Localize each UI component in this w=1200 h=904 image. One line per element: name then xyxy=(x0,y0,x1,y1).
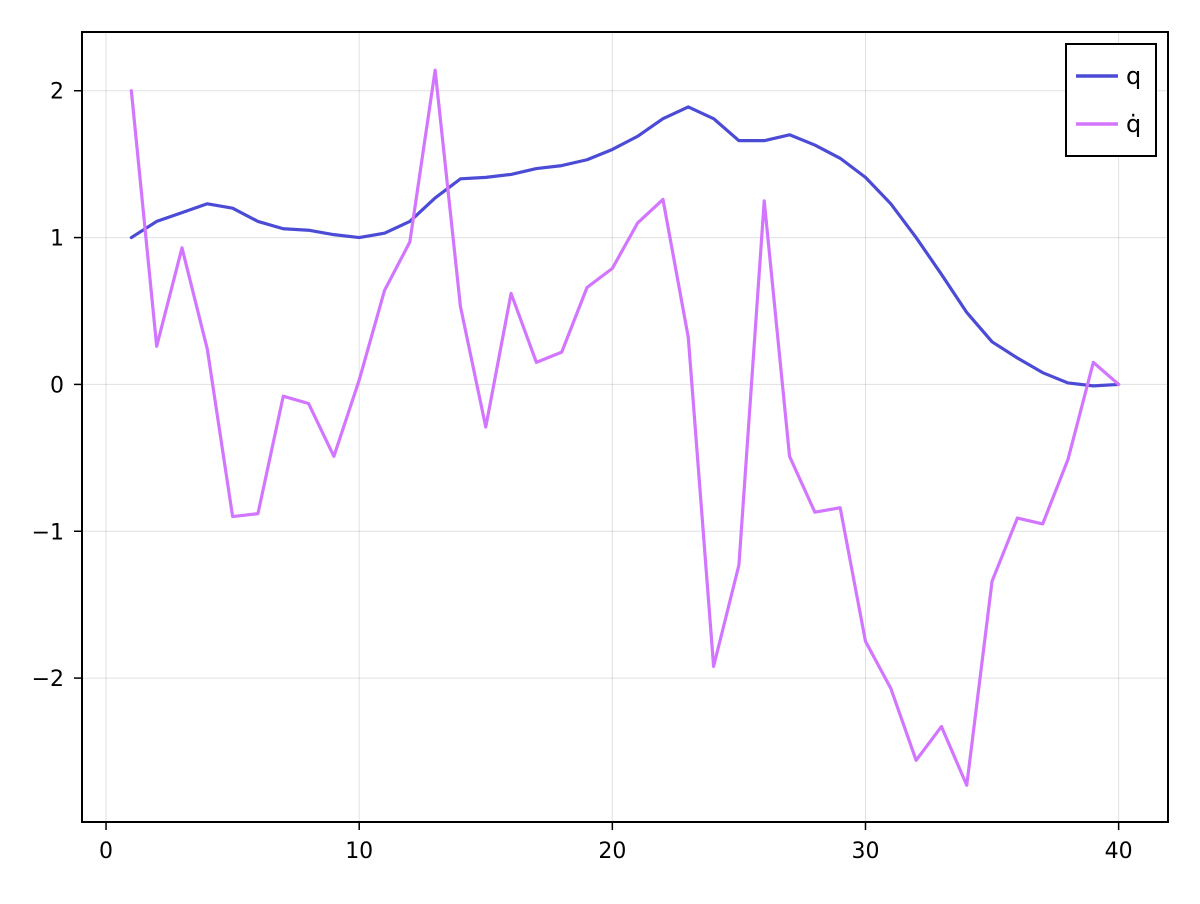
y-tick-label: 2 xyxy=(50,80,64,105)
series-line-q xyxy=(129,105,1121,388)
x-tick-label: 10 xyxy=(345,839,373,864)
y-tick-label: −2 xyxy=(32,667,64,692)
axes: 0 10 20 30 40 −2 −1 0 1 2 xyxy=(32,80,1133,864)
y-tick-label: −1 xyxy=(32,520,64,545)
legend-label: q̇ xyxy=(1126,110,1141,138)
x-tick-label: 30 xyxy=(851,839,879,864)
legend-label: q xyxy=(1126,62,1141,90)
grid-lines xyxy=(82,32,1168,822)
legend-box xyxy=(1065,43,1157,157)
x-tick-label: 0 xyxy=(99,839,113,864)
y-tick-label: 0 xyxy=(50,373,64,398)
plot-frame xyxy=(81,31,1169,823)
plot-background xyxy=(82,32,1168,822)
legend: q q̇ xyxy=(1065,43,1157,157)
y-tick-label: 1 xyxy=(50,227,64,252)
x-tick-label: 40 xyxy=(1105,839,1133,864)
x-tick-label: 20 xyxy=(598,839,626,864)
series-line-qdot xyxy=(129,68,1121,787)
series-lines xyxy=(129,68,1121,787)
